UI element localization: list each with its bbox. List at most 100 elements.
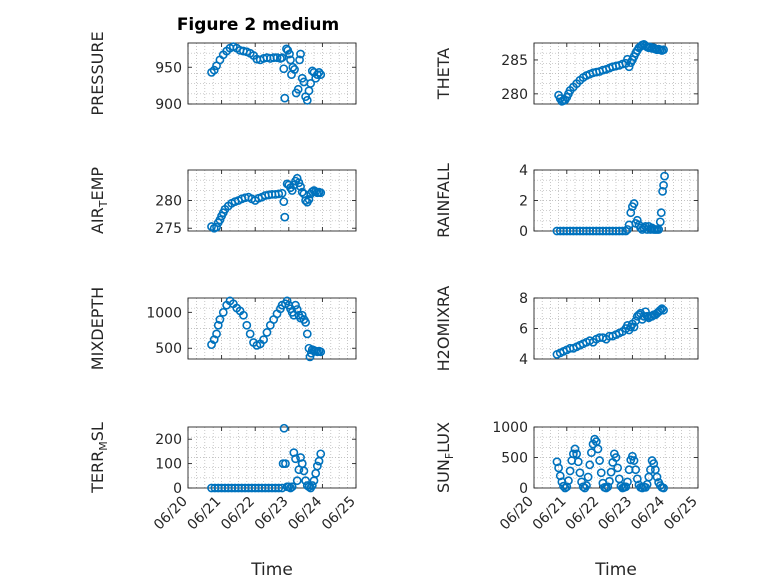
y-tick-label: 2 — [519, 194, 528, 210]
x-tick-label: 06/24 — [285, 493, 325, 533]
ylabel-text-3: AIR — [88, 207, 107, 234]
data-point — [596, 468, 606, 478]
x-tick-label: 06/25 — [661, 494, 701, 534]
data-point — [603, 482, 613, 492]
data-point — [299, 466, 309, 476]
data-point — [659, 305, 668, 315]
data-point — [629, 199, 639, 208]
data-point — [655, 217, 665, 227]
data-point — [302, 95, 312, 105]
data-point — [288, 62, 298, 72]
data-point — [623, 477, 632, 487]
data-point — [559, 481, 568, 491]
data-point — [606, 467, 616, 477]
ylabel-text-5: MIXDEPTH — [88, 287, 107, 370]
ylabel-5: MIXDEPTH — [88, 287, 107, 370]
ylabel-rest-7: SL — [88, 422, 107, 441]
subplot-5: 500 1000 MIXDEPTH — [88, 287, 357, 370]
data-point — [287, 186, 297, 195]
y-tick-label: 0 — [519, 224, 528, 240]
x-tick-label: 06/25 — [319, 494, 359, 534]
data-point — [242, 320, 252, 330]
y-tick-label: 280 — [501, 87, 528, 103]
x-tick-label: 06/24 — [628, 493, 668, 533]
data-point — [284, 482, 294, 492]
ylabel-7: TERRMSL — [88, 422, 110, 494]
data-point — [286, 55, 295, 65]
x-tick-label: 06/21 — [185, 494, 225, 534]
ylabel-3: AIRTEMP — [88, 167, 110, 234]
ylabel-text-8: SUN — [434, 459, 453, 493]
data-point — [652, 472, 662, 482]
data-point — [660, 171, 669, 181]
data-point — [280, 212, 290, 222]
x-tick-label: 06/22 — [218, 494, 258, 534]
data-point — [314, 67, 324, 77]
data-point — [629, 456, 639, 465]
subplot-1: 900 950 PRESSURE — [88, 31, 357, 116]
data-point — [290, 65, 299, 74]
data-point — [618, 226, 627, 236]
y-tick-label: 4 — [519, 352, 528, 368]
data-point — [274, 483, 284, 493]
ylabel-text-7: TERR — [88, 451, 107, 494]
data-point — [281, 459, 290, 468]
data-point — [292, 476, 302, 486]
x-axis-label: Time — [594, 560, 637, 580]
axes-box — [187, 297, 357, 360]
x-tick-label: 06/20 — [151, 494, 191, 534]
data-point — [624, 62, 634, 72]
axes-box — [533, 42, 699, 105]
data-point — [306, 79, 316, 88]
data-point — [575, 468, 585, 478]
data-point — [292, 173, 302, 183]
ylabel-rest-8: LUX — [434, 422, 453, 453]
ylabel-text-6: H2OMIXRA — [434, 286, 453, 372]
data-point — [302, 329, 312, 339]
y-tick-label: 500 — [155, 341, 182, 357]
data-point — [564, 476, 573, 486]
data-point — [277, 188, 287, 198]
y-tick-label: 900 — [155, 97, 182, 113]
data-point — [656, 208, 666, 218]
y-tick-label: 0 — [173, 481, 182, 497]
data-point — [312, 70, 322, 80]
x-tick-label: 06/20 — [497, 494, 537, 534]
axes-box — [187, 42, 357, 105]
ylabel-4: RAINFALL — [434, 163, 453, 238]
data-point — [582, 481, 591, 490]
x-tick-label: 06/23 — [252, 494, 292, 534]
data-point — [245, 329, 255, 339]
ylabel-subscript-3: T — [97, 200, 110, 208]
y-tick-label: 1000 — [146, 305, 182, 321]
data-point — [628, 451, 637, 461]
data-point — [554, 463, 563, 473]
x-axis-label: Time — [250, 560, 293, 580]
y-tick-label: 0 — [519, 481, 528, 497]
data-point — [316, 449, 326, 459]
data-point — [304, 194, 314, 204]
data-point — [279, 197, 289, 207]
data-point — [572, 449, 582, 459]
data-point — [316, 70, 326, 80]
y-tick-label: 950 — [155, 60, 182, 76]
data-point — [312, 461, 322, 471]
data-point — [218, 307, 228, 317]
data-point — [286, 483, 295, 493]
data-point — [301, 317, 310, 327]
data-point — [215, 315, 225, 324]
data-point — [285, 49, 294, 59]
y-tick-label: 6 — [519, 322, 528, 338]
data-point — [316, 347, 326, 357]
data-point — [573, 457, 583, 467]
subplot-3: 275 280 AIRTEMP — [88, 167, 357, 237]
subplot-4: 0 2 4 RAINFALL — [434, 163, 699, 240]
x-tick-label: 06/23 — [595, 494, 635, 534]
data-point — [593, 444, 603, 454]
data-point — [605, 476, 614, 486]
ylabel-8: SUNFLUX — [434, 422, 456, 493]
y-tick-label: 100 — [155, 457, 182, 473]
